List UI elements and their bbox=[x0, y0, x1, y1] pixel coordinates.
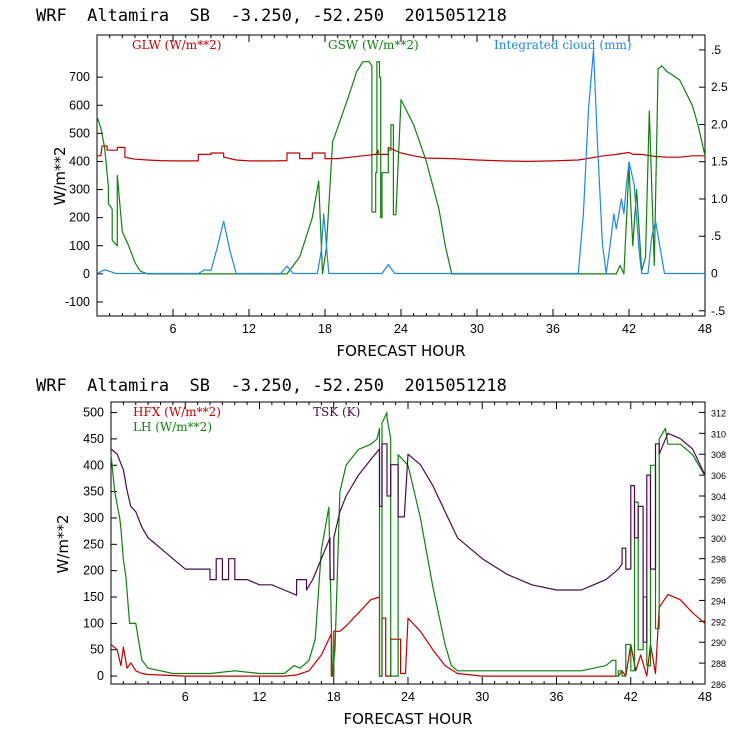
x-tick-label: 36 bbox=[546, 322, 560, 336]
bottom-y-tick-labels: 0 50 100 150 200 250 300 350 400 450 500 bbox=[83, 406, 104, 684]
top-ticks bbox=[96, 35, 706, 316]
bottom-chart-title: WRF Altamira SB -3.250, -52.250 20150512… bbox=[36, 376, 507, 396]
x-tick-label: 18 bbox=[327, 690, 341, 704]
top-chart: WRF Altamira SB -3.250, -52.250 20150512… bbox=[36, 6, 728, 360]
y-tick-label: 300 bbox=[83, 511, 104, 525]
y2-tick-label: 304 bbox=[711, 492, 726, 502]
top-y-axis-label: W/m**2 bbox=[51, 146, 69, 205]
y2-tick-label: 312 bbox=[711, 408, 726, 418]
y-tick-label: 300 bbox=[69, 183, 90, 197]
top-x-axis-label: FORECAST HOUR bbox=[336, 342, 465, 360]
x-tick-label: 12 bbox=[253, 690, 267, 704]
series-line-lh bbox=[110, 411, 706, 677]
bottom-legend-lh: LH (W/m**2) bbox=[133, 420, 212, 434]
y-tick-label: 50 bbox=[90, 643, 104, 657]
bottom-y-axis-label: W/m**2 bbox=[54, 514, 72, 573]
bottom-x-axis-label: FORECAST HOUR bbox=[343, 710, 472, 728]
y-tick-label: 200 bbox=[83, 564, 104, 578]
y-tick-label: 500 bbox=[69, 126, 90, 140]
top-y-tick-labels: -100 0 100 200 300 400 500 600 700 bbox=[65, 70, 90, 309]
y2-tick-label: -.5 bbox=[711, 304, 725, 318]
y2-tick-label: 302 bbox=[711, 513, 726, 523]
y2-tick-label: 286 bbox=[711, 680, 726, 690]
y-tick-label: 150 bbox=[83, 590, 104, 604]
y2-tick-label: 288 bbox=[711, 659, 726, 669]
y-tick-label: 450 bbox=[83, 432, 104, 446]
bottom-y2-tick-labels: 286 288 290 292 294 296 298 300 302 304 306 308 310 3… bbox=[711, 408, 726, 690]
x-tick-label: 36 bbox=[550, 690, 564, 704]
y-tick-label: 400 bbox=[83, 458, 104, 472]
y-tick-label: 600 bbox=[69, 98, 90, 112]
y-tick-label: 0 bbox=[83, 267, 90, 281]
x-tick-label: 24 bbox=[401, 690, 415, 704]
y-tick-label: 100 bbox=[69, 239, 90, 253]
x-tick-label: 30 bbox=[470, 322, 484, 336]
y-tick-label: 100 bbox=[83, 616, 104, 630]
x-tick-label: 42 bbox=[622, 322, 636, 336]
bottom-legend-hfx: HFX (W/m**2) bbox=[133, 405, 221, 419]
x-tick-label: 30 bbox=[475, 690, 489, 704]
y-tick-label: 200 bbox=[69, 211, 90, 225]
top-series-group bbox=[96, 49, 706, 275]
series-line-hfx bbox=[110, 593, 706, 677]
y2-tick-label: 294 bbox=[711, 596, 726, 606]
top-x-tick-labels: 6 12 18 24 30 36 42 48 bbox=[170, 322, 712, 336]
top-chart-title: WRF Altamira SB -3.250, -52.250 20150512… bbox=[36, 6, 507, 26]
bottom-series-group bbox=[110, 411, 706, 677]
y-tick-label: 400 bbox=[69, 154, 90, 168]
y2-tick-label: 2.5 bbox=[711, 80, 728, 94]
bottom-x-tick-labels: 6 12 18 24 30 36 42 48 bbox=[182, 690, 712, 704]
bottom-plot-frame bbox=[110, 401, 706, 685]
series-line-tsk bbox=[110, 432, 706, 643]
y-tick-label: 500 bbox=[83, 406, 104, 420]
x-tick-label: 6 bbox=[182, 690, 189, 704]
x-tick-label: 18 bbox=[318, 322, 332, 336]
y2-tick-label: 306 bbox=[711, 471, 726, 481]
x-tick-label: 48 bbox=[698, 690, 712, 704]
top-legend-glw: GLW (W/m**2) bbox=[132, 38, 221, 52]
y2-tick-label: 298 bbox=[711, 555, 726, 565]
y2-tick-label: 308 bbox=[711, 450, 726, 460]
y2-tick-label: 296 bbox=[711, 576, 726, 586]
y-tick-label: 700 bbox=[69, 70, 90, 84]
y-tick-label: 350 bbox=[83, 485, 104, 499]
y2-tick-label: 2.0 bbox=[711, 117, 728, 131]
y2-tick-label: 290 bbox=[711, 638, 726, 648]
top-legend-gsw: GSW (W/m**2) bbox=[328, 38, 419, 52]
series-line-glw bbox=[97, 145, 705, 162]
y2-tick-label: 292 bbox=[711, 617, 726, 627]
y-tick-label: -100 bbox=[65, 295, 90, 309]
y2-tick-label: 0 bbox=[711, 267, 718, 281]
y-tick-label: 0 bbox=[97, 669, 104, 683]
y2-tick-label: 1.0 bbox=[711, 192, 728, 206]
bottom-ticks bbox=[110, 402, 706, 685]
x-tick-label: 42 bbox=[624, 690, 638, 704]
y2-tick-label: 300 bbox=[711, 534, 726, 544]
x-tick-label: 48 bbox=[698, 322, 712, 336]
y2-tick-label: 1.5 bbox=[711, 155, 728, 169]
y2-tick-label: .5 bbox=[711, 229, 721, 243]
y2-tick-label: .5 bbox=[711, 43, 721, 57]
bottom-chart: WRF Altamira SB -3.250, -52.250 20150512… bbox=[36, 376, 726, 728]
y-tick-label: 250 bbox=[83, 537, 104, 551]
top-y2-tick-labels: .5 -.5 0 .5 1.0 1.5 2.0 2.5 bbox=[711, 43, 728, 318]
top-legend-cloud: Integrated cloud (mm) bbox=[494, 38, 632, 52]
y2-tick-label: 310 bbox=[711, 429, 726, 439]
x-tick-label: 12 bbox=[242, 322, 256, 336]
series-line-gsw bbox=[96, 61, 706, 275]
series-line-integrated bbox=[96, 49, 705, 275]
x-tick-label: 6 bbox=[170, 322, 177, 336]
bottom-legend-tsk: TSK (K) bbox=[313, 405, 360, 419]
x-tick-label: 24 bbox=[394, 322, 408, 336]
